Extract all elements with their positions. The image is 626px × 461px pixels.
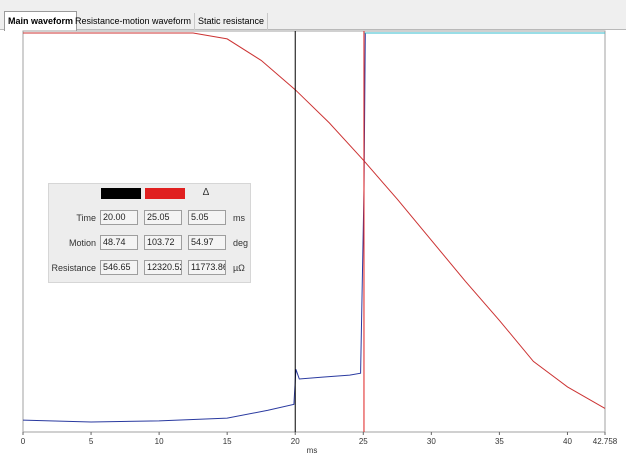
plot-frame: [22, 30, 606, 433]
x-axis-label: ms: [307, 446, 318, 455]
time-cursor-2-field: 25.05: [144, 210, 182, 225]
time-cursor-1-field: 20.00: [100, 210, 138, 225]
tab-main-waveform[interactable]: Main waveform: [4, 11, 78, 31]
x-tick-label: 42.758: [593, 437, 618, 446]
resistance-row-label: Resistance: [51, 263, 96, 273]
cursor-2-swatch: [145, 188, 185, 199]
resistance-unit: µΩ: [233, 263, 245, 273]
x-tick-label: 10: [155, 437, 164, 446]
motion-row-label: Motion: [68, 238, 96, 248]
motion-cursor-2-field: 103.72: [144, 235, 182, 250]
x-tick-label: 5: [89, 437, 94, 446]
resistance-cursor-2-field: 12320.52: [144, 260, 182, 275]
cursor-1-swatch: [101, 188, 141, 199]
x-tick-label: 15: [223, 437, 232, 446]
tab-resistance-motion-waveform[interactable]: Resistance-motion waveform: [72, 13, 196, 30]
delta-header: Δ: [202, 187, 210, 198]
time-unit: ms: [233, 213, 245, 223]
resistance-cursor-1-field: 546.65: [100, 260, 138, 275]
x-tick-label: 0: [21, 437, 26, 446]
resistance-delta-field: 11773.86: [188, 260, 226, 275]
cursor-readout-panel: Δ Time 20.00 25.05 5.05 ms Motion 48.74 …: [48, 183, 251, 283]
motion-cursor-1-field: 48.74: [100, 235, 138, 250]
series-line-1: [23, 32, 606, 409]
tab-bar: Main waveform Resistance-motion waveform…: [0, 0, 626, 31]
tab-static-resistance[interactable]: Static resistance: [195, 13, 269, 30]
x-tick-label: 30: [427, 437, 436, 446]
series-line-2: [22, 32, 366, 423]
x-tick-label: 40: [563, 437, 572, 446]
time-delta-field: 5.05: [188, 210, 226, 225]
time-row-label: Time: [76, 213, 96, 223]
x-tick-label: 35: [495, 437, 504, 446]
x-tick-label: 25: [359, 437, 368, 446]
x-tick-label: 20: [291, 437, 300, 446]
motion-unit: deg: [233, 238, 249, 248]
motion-delta-field: 54.97: [188, 235, 226, 250]
